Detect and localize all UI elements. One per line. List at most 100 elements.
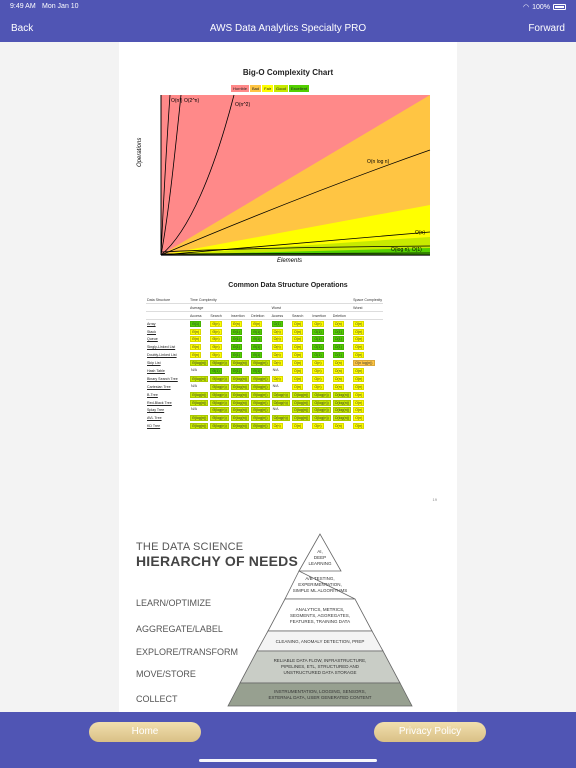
table-subheader-row: Average Worst Worst [146, 303, 384, 313]
data-structure-link[interactable]: Queue [147, 337, 158, 342]
level-ab-text: EXPERIMENTATION, [298, 582, 342, 587]
curve-logn [160, 245, 431, 253]
complexity-cell: O(n) [291, 336, 304, 343]
complexity-cell: O(1) [312, 336, 324, 343]
header-data-structure: Data Structure [146, 296, 189, 305]
label-quadratic: O(n^2) [235, 102, 250, 108]
complexity-cell: O(n) [291, 423, 304, 430]
data-structure-link[interactable]: B-Tree [147, 392, 158, 397]
status-time: 9:49 AM [10, 3, 36, 10]
complexity-cell: O(n) [291, 360, 304, 367]
legend-bad: Bad [250, 85, 262, 92]
complexity-cell: O(n) [353, 391, 365, 398]
complexity-cell: O(n) [291, 375, 304, 382]
complexity-cell: Θ(1) [251, 328, 263, 335]
complexity-cell: Θ(log(n)) [251, 423, 270, 430]
label-move-store: MOVE/STORE [136, 669, 196, 679]
document-viewer[interactable]: Big-O Complexity Chart Horrible Bad Fair… [0, 42, 576, 712]
data-structure-link[interactable]: Doubly-Linked List [147, 353, 177, 358]
complexity-cell: O(n) [353, 336, 365, 343]
level-instrumentation [227, 682, 413, 707]
complexity-cell: O(n) [312, 383, 324, 390]
status-date: Mon Jan 10 [42, 3, 79, 10]
complexity-cell: O(n) [332, 375, 344, 382]
header-op: Deletion [331, 311, 353, 321]
label-exponential: O(2^n) [184, 98, 199, 104]
complexity-cell: Θ(1) [251, 344, 263, 351]
data-structure-link[interactable]: Splay Tree [147, 408, 165, 413]
curve-constant [160, 252, 431, 255]
table-row: Hash Table N/A Θ(1) Θ(1) Θ(1) N/A O(n) O(n) O(n)… [146, 367, 383, 375]
complexity-cell: Θ(log(n)) [210, 360, 229, 367]
complexity-cell: Θ(1) [230, 328, 242, 335]
table-row: Binary Search Tree Θ(log(n)) Θ(log(n)) Θ(lo… [146, 375, 383, 383]
back-button[interactable]: Back [11, 23, 34, 34]
table-row: Stack Θ(n) Θ(n) Θ(1) Θ(1) O(n) O(n) O(1) O(1) O(n… [146, 328, 383, 336]
complexity-cell: O(log(n)) [312, 407, 331, 414]
data-structure-link[interactable]: KD Tree [147, 424, 161, 429]
complexity-cell: Θ(log(n)) [251, 360, 270, 367]
status-right: ◠ 100% [523, 3, 566, 11]
complexity-cell: O(n) [291, 328, 304, 335]
data-structure-link[interactable]: Binary Search Tree [147, 376, 178, 381]
complexity-cell: N/A [272, 383, 279, 388]
data-structure-link[interactable]: Hash Table [147, 368, 165, 373]
table-title: Common Data Structure Operations [228, 282, 348, 289]
complexity-cell: O(n log(n)) [353, 360, 375, 367]
data-structure-link[interactable]: Array [147, 321, 156, 326]
complexity-cell: Θ(log(n)) [251, 383, 270, 390]
complexity-cell: O(n) [312, 423, 324, 430]
complexity-cell: Θ(1) [251, 367, 263, 374]
complexity-cell: O(n) [353, 407, 365, 414]
header-op: Search [290, 311, 312, 321]
table-row: Singly-Linked List Θ(n) Θ(n) Θ(1) Θ(1) O(n) O(… [146, 343, 383, 351]
y-axis-label: Operations [137, 137, 143, 167]
legend-good: Good [274, 85, 288, 92]
data-structure-link[interactable]: Singly-Linked List [147, 345, 176, 350]
curve-quadratic [160, 94, 235, 256]
complexity-cell: Θ(n) [190, 344, 202, 351]
hierarchy-title-line2: HIERARCHY OF NEEDS [136, 553, 299, 569]
navigation-bar: Back AWS Data Analytics Specialty PRO Fo… [0, 14, 576, 42]
legend-fair: Fair [262, 85, 274, 92]
complexity-cell: O(log(n)) [271, 399, 290, 406]
level-analytics-text: ANALYTICS, METRICS, [296, 607, 345, 612]
battery-icon [553, 4, 566, 10]
complexity-cell: O(n) [353, 415, 365, 422]
complexity-cell: O(n) [332, 423, 344, 430]
data-structure-link[interactable]: Stack [147, 329, 156, 334]
data-structure-link[interactable]: Skip List [147, 361, 161, 366]
table-row: B-Tree Θ(log(n)) Θ(log(n)) Θ(log(n)) Θ(log(n… [146, 391, 383, 399]
complexity-cell: Θ(log(n)) [230, 415, 250, 422]
data-structure-link[interactable]: AVL Tree [147, 416, 162, 421]
header-op: Insertion [311, 311, 332, 321]
x-axis-label: Elements [277, 258, 303, 264]
complexity-cell: O(n) [312, 375, 324, 382]
data-structure-link[interactable]: Cartesian Tree [147, 384, 171, 389]
header-time-complexity: Time Complexity [189, 296, 353, 305]
complexity-cell: Θ(log(n)) [210, 391, 229, 398]
table-body: Array Θ(1) Θ(n) Θ(n) Θ(n) O(1) O(n) O(n) O(n) O(n… [146, 320, 383, 430]
complexity-cell: O(1) [312, 328, 324, 335]
complexity-cell: O(1) [332, 336, 344, 343]
data-structure-link[interactable]: Red-Black Tree [147, 400, 172, 405]
complexity-cell: O(n) [291, 367, 304, 374]
complexity-cell: O(log(n)) [291, 399, 311, 406]
complexity-cell: O(n) [312, 360, 324, 367]
label-linear: O(n) [415, 230, 425, 236]
complexity-cell: O(n) [271, 328, 283, 335]
home-button[interactable]: Home [89, 722, 201, 742]
complexity-cell: O(log(n)) [291, 391, 311, 398]
complexity-cell: Θ(log(n)) [190, 399, 209, 406]
complexity-cell: O(n) [332, 320, 344, 327]
complexity-cell: O(1) [312, 352, 324, 359]
privacy-policy-button[interactable]: Privacy Policy [374, 722, 486, 742]
complexity-cell: Θ(1) [210, 367, 222, 374]
complexity-cell: Θ(n) [210, 352, 222, 359]
complexity-cell: O(1) [271, 320, 283, 327]
header-op: Insertion [229, 311, 251, 321]
curve-factorial [160, 94, 171, 256]
hierarchy-title-line1: THE DATA SCIENCE [136, 541, 244, 553]
header-space-complexity: Space Complexity [352, 296, 384, 305]
forward-button[interactable]: Forward [528, 23, 565, 34]
